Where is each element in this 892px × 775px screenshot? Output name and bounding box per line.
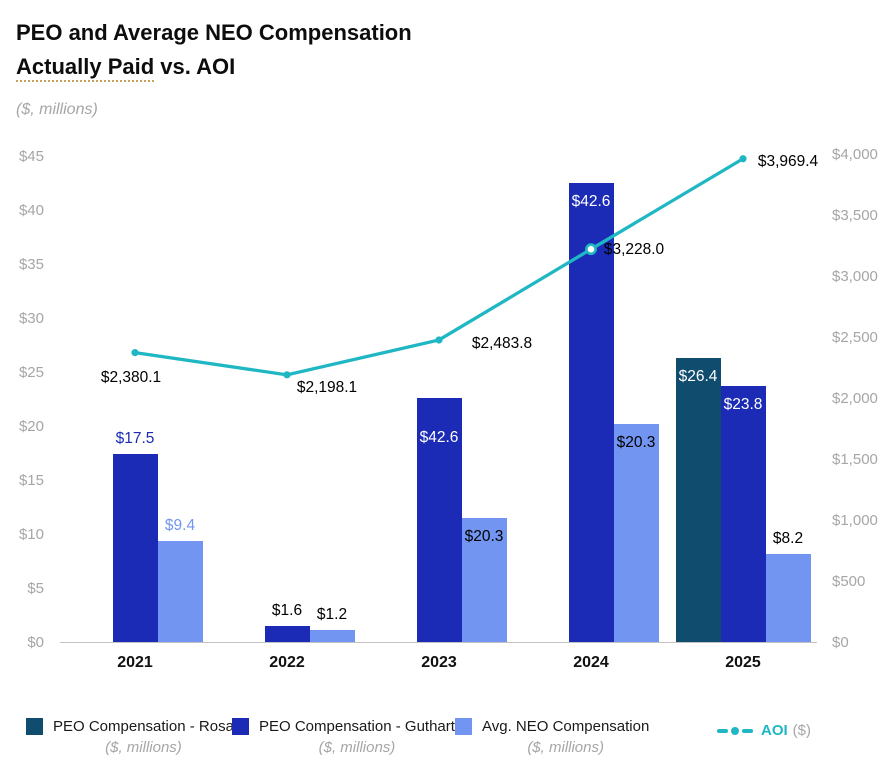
legend-swatch-neo bbox=[455, 718, 472, 735]
y-axis-left-tick: $35 bbox=[18, 256, 44, 273]
aoi-point-marker bbox=[283, 371, 291, 379]
aoi-point-marker bbox=[131, 349, 139, 357]
y-axis-left-tick: $30 bbox=[18, 310, 44, 327]
aoi-value-label: $2,198.1 bbox=[296, 378, 358, 396]
aoi-value-label: $3,969.4 bbox=[757, 152, 819, 170]
aoi-value-label: $2,483.8 bbox=[471, 334, 533, 352]
bar-value-label: $42.6 bbox=[419, 428, 459, 446]
y-axis-left-tick: $5 bbox=[27, 580, 44, 597]
aoi-point-marker bbox=[435, 336, 443, 344]
y-axis-left-tick: $40 bbox=[18, 202, 44, 219]
bar-avg-neo-compensation-2021 bbox=[157, 541, 203, 643]
y-axis-left-tick: $10 bbox=[18, 526, 44, 543]
bar-value-label: $1.6 bbox=[271, 601, 303, 619]
x-axis-label-2023: 2023 bbox=[421, 654, 457, 671]
legend-item-neo: Avg. NEO Compensation ($, millions) bbox=[455, 718, 649, 756]
aoi-line-icon bbox=[717, 726, 753, 735]
bar-value-label: $1.2 bbox=[316, 606, 348, 624]
x-axis-label-2022: 2022 bbox=[269, 654, 305, 671]
bar-value-label: $23.8 bbox=[723, 395, 763, 413]
bar-value-label: $42.6 bbox=[571, 192, 611, 210]
y-axis-right-tick: $2,000 bbox=[832, 390, 878, 407]
chart-units-subtitle: ($, millions) bbox=[16, 101, 98, 118]
y-axis-left-tick: $15 bbox=[18, 472, 44, 489]
y-axis-left-tick: $0 bbox=[27, 634, 44, 651]
bar-value-label: $17.5 bbox=[115, 430, 155, 447]
y-axis-right-tick: $2,500 bbox=[832, 329, 878, 346]
legend-label-rosa: PEO Compensation - Rosa bbox=[53, 718, 234, 735]
bar-peo-compensation-guthart-2022 bbox=[264, 625, 310, 643]
aoi-value-label: $3,228.0 bbox=[603, 241, 665, 259]
y-axis-left-tick: $45 bbox=[18, 148, 44, 165]
y-axis-right-tick: $3,000 bbox=[832, 268, 878, 285]
legend-unit-aoi: ($) bbox=[792, 722, 812, 739]
legend-swatch-rosa bbox=[26, 718, 43, 735]
bar-peo-compensation-guthart-2025 bbox=[720, 385, 766, 643]
y-axis-right-tick: $4,000 bbox=[832, 146, 878, 163]
title-underlined-phrase: Actually Paid bbox=[16, 54, 155, 82]
aoi-value-label: $2,380.1 bbox=[100, 368, 162, 386]
title-line-2-rest: vs. AOI bbox=[154, 54, 236, 79]
legend-label-aoi: AOI bbox=[761, 722, 788, 739]
bar-avg-neo-compensation-2025 bbox=[765, 554, 811, 643]
bar-peo-compensation-guthart-2023 bbox=[416, 397, 462, 643]
page-title: PEO and Average NEO Compensation Actuall… bbox=[16, 16, 616, 84]
title-line-1: PEO and Average NEO Compensation bbox=[16, 20, 412, 45]
bar-value-label: $9.4 bbox=[164, 517, 196, 535]
legend-label-guthart: PEO Compensation - Guthart bbox=[259, 718, 455, 735]
aoi-line bbox=[133, 157, 745, 377]
x-axis-label-2021: 2021 bbox=[117, 654, 153, 671]
title-line-2: Actually Paid vs. AOI bbox=[16, 50, 616, 84]
y-axis-left-tick: $25 bbox=[18, 364, 44, 381]
legend-item-rosa: PEO Compensation - Rosa ($, millions) bbox=[26, 718, 234, 756]
x-axis-line bbox=[60, 642, 817, 643]
y-axis-left-tick: $20 bbox=[18, 418, 44, 435]
y-axis-right-tick: $500 bbox=[832, 573, 866, 590]
x-axis-label-2024: 2024 bbox=[573, 654, 609, 671]
bar-avg-neo-compensation-2023 bbox=[461, 517, 507, 643]
y-axis-right-tick: $1,000 bbox=[832, 512, 878, 529]
legend-unit-guthart: ($, millions) bbox=[318, 739, 396, 756]
legend-label-neo: Avg. NEO Compensation bbox=[482, 718, 650, 735]
y-axis-right-tick: $3,500 bbox=[832, 207, 878, 224]
bar-value-label: $8.2 bbox=[772, 530, 804, 548]
y-axis-right-tick: $0 bbox=[832, 634, 849, 651]
bar-avg-neo-compensation-2024 bbox=[613, 423, 659, 643]
bar-avg-neo-compensation-2022 bbox=[309, 630, 355, 643]
bar-value-label: $26.4 bbox=[678, 367, 718, 385]
legend-unit-rosa: ($, millions) bbox=[105, 739, 182, 756]
bar-value-label: $20.3 bbox=[464, 527, 504, 545]
bar-peo-compensation-guthart-2021 bbox=[112, 454, 158, 643]
legend-swatch-guthart bbox=[232, 718, 249, 735]
bar-peo-compensation-rosa-2025 bbox=[675, 357, 721, 643]
y-axis-right-tick: $1,500 bbox=[832, 451, 878, 468]
x-axis-label-2025: 2025 bbox=[725, 654, 761, 671]
legend-item-guthart: PEO Compensation - Guthart ($, millions) bbox=[232, 718, 455, 756]
bar-value-label: $20.3 bbox=[616, 433, 656, 451]
legend-unit-neo: ($, millions) bbox=[527, 739, 604, 756]
aoi-point-marker bbox=[739, 155, 747, 163]
legend-item-aoi: AOI ($) bbox=[717, 722, 811, 739]
